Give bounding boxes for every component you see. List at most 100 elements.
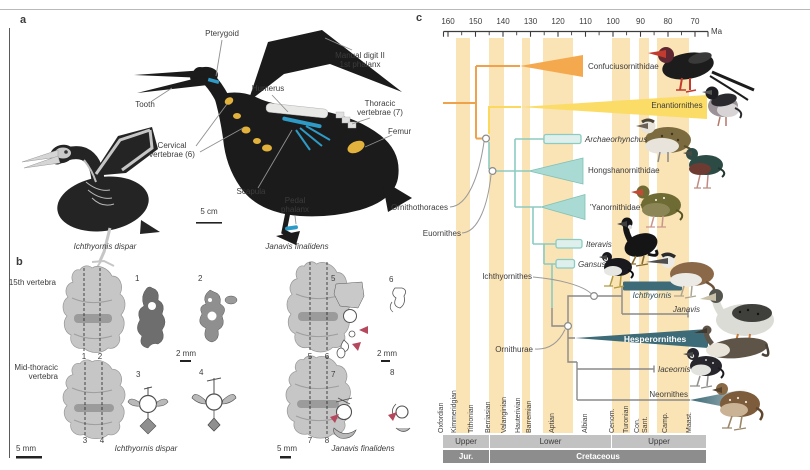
section-number-7: 7 (331, 370, 336, 379)
ichthyornis-bar (623, 281, 682, 291)
panel-a-leader-lines (151, 37, 393, 225)
section-number-1: 1 (135, 274, 140, 283)
row-label-15th-vertebra: 15th vertebra (8, 278, 56, 287)
bird-hesperornis (694, 325, 770, 359)
label-scale-5mm-right: 5 mm (277, 444, 297, 453)
tick-90: 90 (636, 17, 645, 26)
label-scale-5mm-left: 5 mm (16, 444, 36, 453)
label-neornithes: Neornithes (649, 390, 688, 399)
scapula-highlight (282, 116, 322, 129)
label-hongshanornithidae: Hongshanornithidae (588, 166, 660, 175)
tick-160: 160 (441, 17, 455, 26)
stage-barremian: Barremian (526, 400, 533, 433)
femur-highlight (347, 140, 365, 154)
label-scapula: Scapula (236, 187, 266, 196)
mid-thoracic-line2: vertebra (28, 372, 58, 382)
section-number-3: 3 (136, 370, 141, 379)
figure-left-rule (9, 28, 10, 458)
enantiornithes-triangle (520, 95, 707, 119)
epoch-lower-cretaceous: Lower (490, 435, 611, 448)
bird-confuciusornithid (648, 47, 755, 101)
label-hesperornithes: Hesperornithes (623, 333, 687, 344)
section-number-4: 4 (199, 368, 204, 377)
label-ichthyornithes: Ichthyornithes (482, 272, 532, 281)
stage-albian: Albian (582, 413, 589, 433)
tick-120: 120 (551, 17, 565, 26)
cervical-line2: vertebrae (6) (149, 150, 195, 160)
thoracic-line1: Thoracic (364, 99, 396, 108)
figure-top-rule (0, 9, 810, 10)
label-humerus: Humerus (251, 84, 285, 93)
tick-80: 80 (663, 17, 673, 26)
ichthyornis-skeletal-bird (21, 127, 160, 270)
label-pterygoid: Pterygoid (205, 29, 239, 38)
period-jurassic: Jur. (443, 450, 489, 463)
scalebar-5cm (196, 222, 222, 224)
label-thoracic-vertebrae: Thoracic vertebrae (7) (357, 99, 403, 118)
time-axis (442, 30, 709, 37)
pterygoid-highlight (207, 77, 220, 85)
label-ichthyornis: Ichthyornis (632, 291, 672, 300)
slice-mark-4: 4 (99, 436, 105, 445)
pedal-line1: Pedal (284, 196, 306, 205)
tick-150: 150 (468, 17, 483, 26)
ornithothoraces-node (482, 134, 491, 143)
label-archaeorhynchus: Archaeorhynchus (585, 135, 648, 144)
slice-mark-1: 1 (81, 352, 87, 361)
label-iaceornis: Iaceornis (658, 365, 691, 374)
label-iteravis: Iteravis (586, 240, 612, 249)
bird-iaceornis (683, 348, 725, 389)
stage-tithonian: Tithonian (467, 404, 475, 433)
section-number-5: 5 (331, 274, 336, 283)
species-janavis-a: Janavis finalidens (265, 242, 329, 251)
node-leader-curves (449, 141, 592, 350)
label-enantiornithes: Enantiornithes (651, 101, 703, 110)
band-kimmeridgian (455, 38, 470, 433)
stage-hauterivian: Hauterivian (515, 397, 522, 433)
cervical-line1: Cervical (157, 141, 187, 150)
thoracic-line2: vertebrae (7) (357, 108, 403, 118)
section-number-2: 2 (198, 274, 203, 283)
row-label-mid-thoracic: Mid-thoracic vertebra (2, 363, 58, 382)
pedal-phalanx-highlight (285, 225, 298, 231)
period-cretaceous: Cretaceous (490, 450, 706, 463)
mid-thoracic-line1: Mid-thoracic (14, 363, 58, 372)
slice-mark-3: 3 (82, 436, 88, 445)
section-lines (83, 262, 328, 436)
vertebra-renders (62, 261, 351, 440)
label-cervical-vertebrae: Cervical vertebrae (6) (149, 141, 195, 160)
stage-berriasian: Berriasian (484, 401, 492, 433)
stage-valanginian: Valanginian (501, 396, 508, 433)
hongshanornithidae-triangle (528, 157, 584, 185)
band-cenomanian (611, 38, 630, 433)
tick-140: 140 (496, 17, 510, 26)
ichthyornithes-node (589, 292, 598, 301)
bird-hongshanornithid (683, 148, 726, 189)
bird-yanornithid (631, 185, 684, 228)
band-berriasian (489, 38, 504, 433)
label-ornithothoraces: Ornithothoraces (391, 203, 448, 212)
hesperornithes-triangle (575, 329, 708, 348)
species-janavis-b: Janavis finalidens (331, 444, 395, 453)
slice-mark-5: 5 (307, 352, 313, 361)
ornithurae-node (563, 322, 572, 331)
panel-a-letter: a (20, 14, 27, 26)
slice-mark-7: 7 (307, 436, 313, 445)
bird-neornithine (712, 383, 764, 431)
slice-mark-8: 8 (324, 436, 330, 445)
section-number-8: 8 (390, 368, 395, 377)
stage-oxfordian: Oxfordian (437, 402, 445, 433)
label-pedal-phalanx: Pedal phalanx (281, 196, 309, 215)
panel-b-scalebars (16, 360, 390, 459)
species-ichthyornis-b: Ichthyornis dispar (114, 444, 178, 453)
label-scale-5cm: 5 cm (200, 207, 218, 216)
bird-archaeorhynchus (636, 118, 693, 163)
bird-gansus (599, 252, 634, 289)
humerus-highlight (265, 103, 329, 119)
slice-mark-6: 6 (324, 352, 330, 361)
cross-sections (127, 281, 411, 439)
axis-unit-ma: Ma (711, 27, 723, 36)
label-manual-digit: Manual digit II 1st phalanx (335, 51, 385, 70)
